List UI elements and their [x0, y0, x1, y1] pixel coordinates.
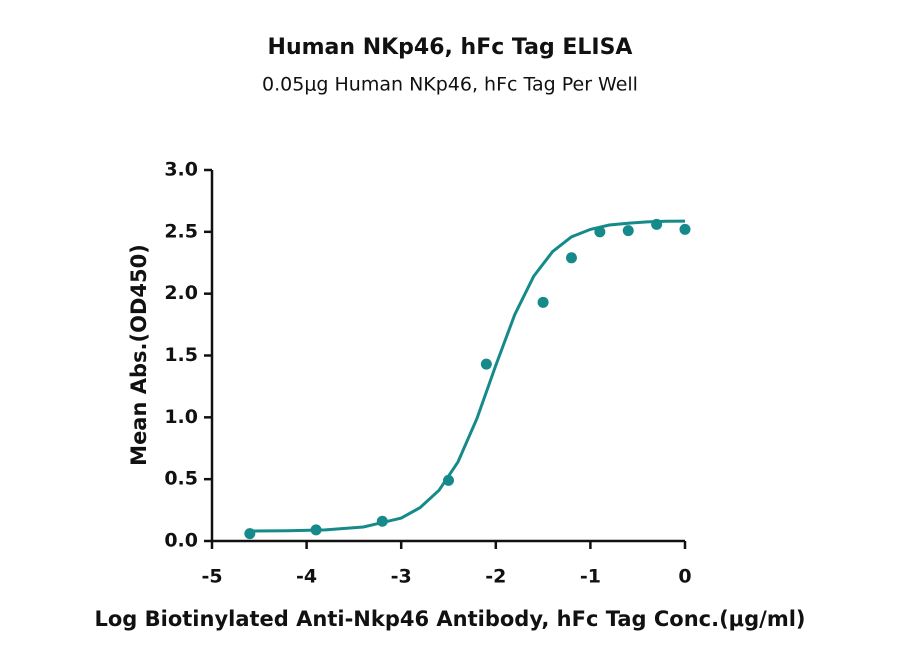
x-tick-label: -1	[580, 566, 601, 588]
y-tick-label: 1.0	[164, 406, 198, 428]
data-point	[594, 226, 606, 238]
data-point	[679, 223, 691, 235]
data-point	[651, 218, 663, 230]
x-tick-label: 0	[678, 566, 691, 588]
y-tick-label: 1.5	[164, 344, 198, 366]
y-tick-label: 3.0	[164, 159, 198, 181]
y-tick-label: 2.0	[164, 282, 198, 304]
y-tick-label: 0.5	[164, 468, 198, 490]
x-tick-label: -4	[296, 566, 317, 588]
x-tick-label: -3	[391, 566, 412, 588]
y-tick-label: 2.5	[164, 220, 198, 242]
y-tick-label: 0.0	[164, 530, 198, 552]
data-point	[622, 225, 634, 237]
data-point	[480, 358, 492, 370]
x-tick-label: -2	[485, 566, 506, 588]
data-point	[537, 296, 549, 308]
chart-subtitle: 0.05μg Human NKp46, hFc Tag Per Well	[262, 74, 638, 96]
data-point	[443, 474, 454, 486]
data-point	[244, 528, 256, 540]
chart-title: Human NKp46, hFc Tag ELISA	[268, 35, 633, 60]
fit-curve	[249, 219, 686, 533]
data-point	[376, 515, 388, 527]
x-tick-label: -5	[201, 566, 222, 588]
data-point	[565, 252, 577, 264]
x-axis-label: Log Biotinylated Anti-Nkp46 Antibody, hF…	[94, 607, 805, 631]
data-point	[310, 524, 322, 536]
y-axis-label: Mean Abs.(OD450)	[127, 244, 151, 466]
